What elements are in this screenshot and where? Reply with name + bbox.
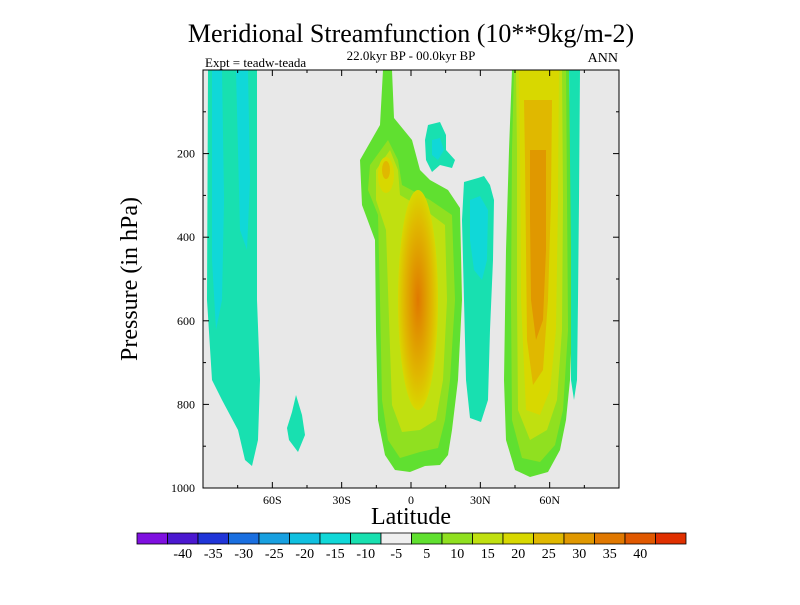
equatorial-upper-core-2	[382, 161, 390, 179]
y-axis-label: Pressure (in hPa)	[117, 197, 143, 361]
sh-small-negative-cell	[287, 395, 305, 452]
nh-negative-cell-upper-inner	[432, 138, 444, 160]
equatorial-cell-level-20	[398, 190, 438, 410]
colorbar-label: 25	[542, 547, 556, 562]
colorbar-swatch	[441, 532, 473, 545]
colorbar-swatch	[655, 532, 687, 545]
x-tick-label: 60S	[263, 493, 282, 507]
y-tick-label: 400	[177, 230, 195, 244]
colorbar-swatch	[502, 532, 534, 545]
colorbar-swatch	[624, 532, 656, 545]
season-label: ANN	[588, 51, 618, 66]
y-tick-label: 200	[177, 147, 195, 161]
x-tick-label: 60N	[539, 493, 560, 507]
colorbar-label: 15	[481, 547, 495, 562]
colorbar-label: -15	[326, 547, 345, 562]
colorbar-label: -10	[356, 547, 375, 562]
y-tick-label: 1000	[171, 481, 195, 495]
colorbar-swatch	[258, 532, 290, 545]
colorbar-label: 20	[511, 547, 525, 562]
colorbar-label: -20	[295, 547, 314, 562]
chart-title: Meridional Streamfunction (10**9kg/m-2)	[188, 19, 634, 48]
nh-cell-level-30	[530, 150, 546, 340]
colorbar-label: -40	[173, 547, 192, 562]
x-axis-label: Latitude	[371, 504, 451, 530]
y-tick-label: 600	[177, 314, 195, 328]
colorbar-swatch	[594, 532, 626, 545]
colorbar-swatch	[411, 532, 443, 545]
x-tick-label: 30S	[332, 493, 351, 507]
nh-negative-strip	[569, 70, 580, 400]
colorbar-swatch	[319, 532, 351, 545]
colorbar-swatch	[472, 532, 504, 545]
colorbar-label: 40	[633, 547, 647, 562]
colorbar-swatch	[167, 532, 199, 545]
colorbar-swatch	[563, 532, 595, 545]
colorbar-swatch	[350, 532, 382, 545]
sh-negative-band-inner-2	[236, 70, 250, 250]
y-tick-label: 800	[177, 397, 195, 411]
experiment-label: Expt = teadw-teada	[205, 55, 306, 70]
x-tick-label: 30N	[470, 493, 491, 507]
colorbar-swatch	[380, 532, 412, 545]
colorbar-label: -30	[234, 547, 253, 562]
colorbar: -40 -35 -30 -25 -20 -15 -10 -5 5 10 15 20 25 30 35 40	[136, 532, 687, 562]
colorbar-label: 10	[450, 547, 464, 562]
colorbar-swatch	[136, 532, 168, 545]
colorbar-label: -5	[390, 547, 402, 562]
nh-negative-cell-inner	[470, 196, 488, 280]
colorbar-label: 5	[423, 547, 430, 562]
colorbar-swatch	[228, 532, 260, 545]
contour-fields	[207, 70, 580, 477]
colorbar-label: 30	[572, 547, 586, 562]
colorbar-label: 35	[603, 547, 617, 562]
sh-negative-band-inner	[212, 70, 224, 330]
colorbar-swatch	[289, 532, 321, 545]
colorbar-label: -25	[265, 547, 284, 562]
colorbar-label: -35	[204, 547, 223, 562]
x-tick-label: 0	[408, 493, 414, 507]
axes: 60S 30S 0 30N 60N 200 400 600 800 1000	[171, 70, 619, 507]
colorbar-swatch	[533, 532, 565, 545]
colorbar-swatch	[197, 532, 229, 545]
chart-subtitle: 22.0kyr BP - 00.0kyr BP	[347, 48, 476, 63]
